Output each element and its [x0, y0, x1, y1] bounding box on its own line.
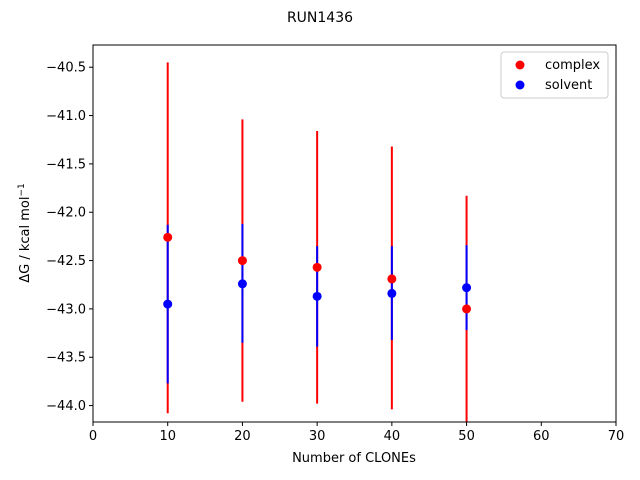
x-tick-label-10: 10	[159, 429, 176, 444]
point-solvent-20	[237, 279, 247, 289]
chart-title: RUN1436	[287, 10, 353, 26]
y-tick-label-3: −42.5	[46, 254, 86, 269]
legend-frame	[500, 51, 609, 99]
x-axis-label: Number of CLONEs	[292, 451, 416, 466]
point-complex-10	[163, 232, 173, 242]
y-tick-label-1: −43.5	[46, 351, 86, 366]
point-complex-20	[237, 256, 247, 266]
y-axis-label-main: ΔG / kcal mol	[18, 197, 33, 283]
point-solvent-50	[462, 283, 472, 293]
legend-marker-complex	[515, 60, 525, 70]
point-complex-50	[462, 304, 472, 314]
y-tick-label-6: −41.0	[46, 109, 86, 124]
axes-frame	[92, 44, 617, 423]
point-solvent-40	[387, 288, 397, 298]
legend: complex solvent	[500, 51, 609, 99]
x-tick-label-50: 50	[458, 429, 475, 444]
x-tick-label-20: 20	[234, 429, 251, 444]
legend-label-complex: complex	[545, 58, 600, 73]
axes: 0 10 20 30 40 50 60 70 −44.0 −43.5 −43.0 −42.5 −42.0…	[46, 44, 625, 444]
legend-label-solvent: solvent	[545, 78, 592, 93]
x-tick-label-60: 60	[533, 429, 550, 444]
y-tick-label-5: −41.5	[46, 157, 86, 172]
point-solvent-30	[312, 291, 322, 301]
point-solvent-10	[163, 299, 173, 309]
x-tick-label-70: 70	[608, 429, 625, 444]
y-tick-label-2: −43.0	[46, 302, 86, 317]
x-tick-label-40: 40	[384, 429, 401, 444]
y-tick-label-4: −42.0	[46, 206, 86, 221]
data-points	[163, 232, 472, 314]
y-axis-label-superscript: −1	[17, 183, 27, 196]
y-tick-label-0: −44.0	[46, 399, 86, 414]
y-axis-label: ΔG / kcal mol−1	[17, 183, 33, 283]
x-tick-label-0: 0	[89, 429, 97, 444]
point-complex-30	[312, 262, 322, 272]
legend-marker-solvent	[515, 80, 525, 90]
point-complex-40	[387, 274, 397, 284]
x-tick-label-30: 30	[309, 429, 326, 444]
y-tick-label-7: −40.5	[46, 61, 86, 76]
